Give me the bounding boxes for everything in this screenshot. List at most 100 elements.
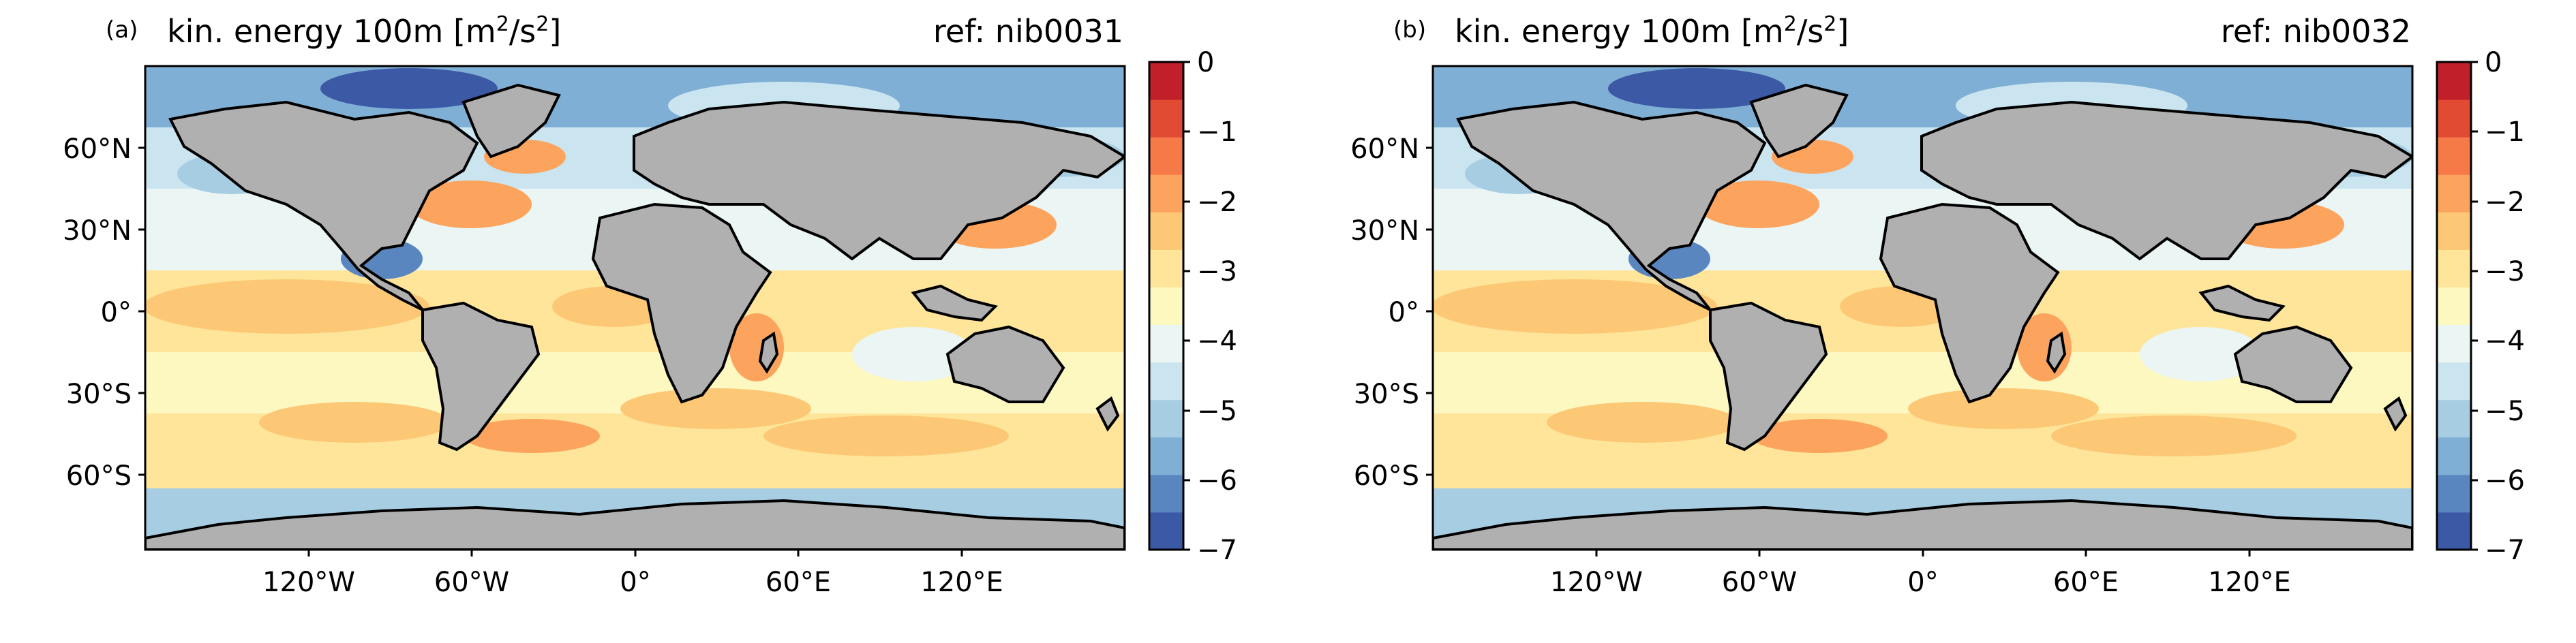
colorbar-swatch	[2437, 137, 2471, 175]
lat-tick-label: 30°N	[1350, 215, 1419, 247]
colorbar-tick-label: 0	[2485, 47, 2502, 78]
south-america	[1709, 301, 1828, 452]
africa	[591, 202, 772, 404]
colorbar-swatch	[2437, 99, 2471, 138]
colorbar-frame	[2436, 61, 2472, 551]
colorbar-swatch	[2437, 324, 2471, 363]
colorbar-swatch	[1149, 399, 1183, 438]
colorbar-swatch	[2437, 474, 2471, 513]
eurasia	[633, 100, 1125, 261]
colorbar-tick-label: −1	[2485, 116, 2525, 148]
lon-tick-label: 120°W	[1550, 567, 1643, 598]
antarctica	[1433, 499, 2412, 550]
greenland	[461, 83, 561, 159]
colorbar-swatch	[2437, 512, 2471, 550]
lon-tick-label: 0°	[1907, 567, 1938, 598]
colorbar-tick-labels: 0 −1 −2 −3 −4 −5 −6 −7	[1197, 47, 1237, 566]
lat-tick-marks	[1426, 146, 1433, 476]
colorbar-tick-label: −1	[1197, 116, 1237, 148]
lat-tick-label: 60°S	[66, 460, 132, 492]
lon-tick-label: 120°E	[2208, 567, 2291, 598]
panel-letter: (a)	[106, 16, 138, 44]
colorbar-swatch	[2437, 287, 2471, 326]
lat-tick-label: 0°	[101, 297, 132, 328]
colorbar-tick-label: −2	[2485, 187, 2525, 218]
africa	[1879, 202, 2060, 404]
eurasia	[1920, 100, 2412, 261]
reference-label: ref: nib0031	[933, 13, 1123, 50]
colorbar-tick-marks	[1183, 61, 1190, 551]
colorbar-tick-label: −5	[2485, 396, 2525, 427]
lat-tick-label: 30°S	[66, 379, 132, 410]
lon-tick-label: 120°W	[262, 567, 355, 598]
madagascar	[2046, 331, 2067, 374]
lat-tick-label: 30°N	[63, 215, 132, 247]
lon-tick-labels: 120°W 60°W 0° 60°E 120°E	[262, 567, 1003, 598]
lon-tick-marks	[1595, 550, 2251, 556]
colorbar-swatch	[2437, 249, 2471, 287]
lat-tick-label: 30°S	[1354, 379, 1419, 410]
colorbar-swatch	[1149, 512, 1183, 550]
colorbar-tick-label: −3	[2485, 256, 2525, 287]
colorbar-tick-marks	[2471, 61, 2478, 551]
lat-tick-label: 60°N	[1350, 134, 1419, 165]
colorbar-swatch	[1149, 99, 1183, 138]
colorbar	[1149, 62, 1183, 550]
colorbar-swatch	[2437, 212, 2471, 250]
madagascar	[758, 331, 779, 374]
colorbar-swatch	[2437, 437, 2471, 475]
new-zealand	[2383, 396, 2408, 432]
colorbar-swatch	[2437, 399, 2471, 438]
greenland	[1749, 83, 1849, 159]
colorbar-swatch	[2437, 362, 2471, 401]
map-panel-b: (b) kin. energy 100m [m2/s2] ref: nib003…	[1288, 0, 2575, 643]
reference-label: ref: nib0032	[2221, 13, 2411, 50]
colorbar-swatch	[1149, 287, 1183, 326]
north-america	[168, 100, 479, 311]
lon-tick-label: 60°W	[1722, 567, 1797, 598]
colorbar-swatch	[1149, 362, 1183, 401]
map-panel-a: (a) kin. energy 100m [m2/s2] ref: nib003…	[63, 12, 1237, 599]
colorbar-swatch	[2437, 174, 2471, 213]
colorbar-tick-label: −2	[1197, 187, 1237, 218]
colorbar-tick-label: −7	[1197, 535, 1237, 566]
colorbar-tick-label: −7	[2485, 535, 2525, 566]
land-masses	[1433, 83, 2412, 550]
colorbar-swatch	[1149, 249, 1183, 287]
australia	[2233, 325, 2353, 403]
colorbar-frame	[1148, 61, 1185, 551]
colorbar-tick-label: −6	[2485, 465, 2525, 497]
lat-tick-labels: 60°N 30°N 0° 30°S 60°S	[1350, 134, 1419, 492]
north-america	[1456, 100, 1767, 311]
colorbar-swatch	[1149, 437, 1183, 475]
lon-tick-labels: 120°W 60°W 0° 60°E 120°E	[1550, 567, 2291, 598]
south-america	[421, 301, 541, 452]
land-masses	[145, 83, 1125, 550]
colorbar-swatch	[2437, 62, 2471, 100]
lon-tick-label: 120°E	[920, 567, 1003, 598]
map-figure-b: (b) kin. energy 100m [m2/s2] ref: nib003…	[1350, 12, 2525, 599]
colorbar-tick-label: −6	[1197, 465, 1237, 497]
colorbar-tick-label: −4	[1197, 326, 1237, 357]
indonesia	[911, 284, 998, 322]
colorbar-swatch	[1149, 62, 1183, 100]
colorbar-swatch	[1149, 324, 1183, 363]
lon-tick-label: 60°E	[766, 567, 831, 598]
lon-tick-label: 60°E	[2053, 567, 2119, 598]
lat-tick-marks	[138, 146, 145, 476]
panel-letter: (b)	[1393, 16, 1426, 44]
lon-tick-label: 0°	[620, 567, 650, 598]
colorbar-tick-labels: 0 −1 −2 −3 −4 −5 −6 −7	[2485, 47, 2525, 566]
lat-tick-label: 0°	[1389, 297, 1419, 328]
lat-tick-label: 60°N	[63, 134, 132, 165]
antarctica	[145, 499, 1125, 550]
map-title: kin. energy 100m [m2/s2]	[167, 12, 561, 50]
colorbar-tick-label: 0	[1197, 47, 1214, 78]
colorbar-swatch	[1149, 212, 1183, 250]
map-figure-a: (a) kin. energy 100m [m2/s2] ref: nib003…	[63, 12, 1237, 599]
lon-tick-marks	[307, 550, 963, 556]
colorbar	[2437, 62, 2471, 550]
colorbar-swatch	[1149, 174, 1183, 213]
lat-tick-label: 60°S	[1354, 460, 1419, 492]
colorbar-tick-label: −4	[2485, 326, 2525, 357]
